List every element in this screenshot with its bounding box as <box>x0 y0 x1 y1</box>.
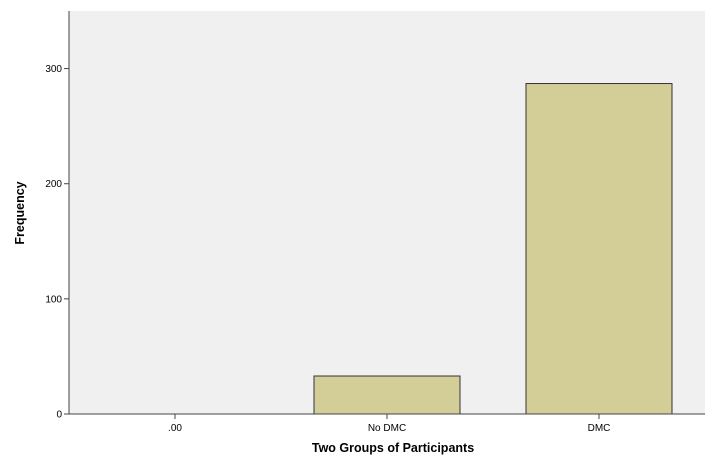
y-tick-label: 0 <box>56 410 62 421</box>
x-tick-label: DMC <box>588 423 611 434</box>
y-axis-title: Frequency <box>13 181 27 244</box>
bar-1 <box>313 375 461 415</box>
y-axis-ticks: 0 100 200 300 <box>45 64 69 421</box>
x-tick-label: No DMC <box>368 423 406 434</box>
y-tick-label: 100 <box>45 294 62 305</box>
bars <box>313 83 673 415</box>
x-tick-label: .00 <box>168 423 182 434</box>
y-tick-label: 300 <box>45 64 62 75</box>
bar-2 <box>525 83 673 415</box>
y-tick-label: 200 <box>45 179 62 190</box>
x-axis-ticks: .00 No DMC DMC <box>168 414 610 434</box>
x-axis-title: Two Groups of Participants <box>312 441 474 455</box>
